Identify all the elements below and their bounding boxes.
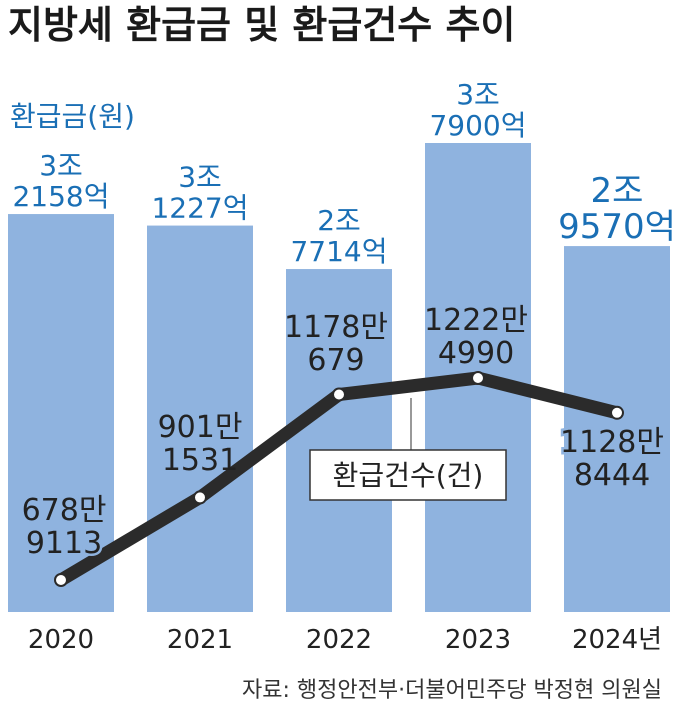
bar-value-label: 7900억 — [429, 109, 526, 142]
line-point-2024년 — [610, 405, 624, 420]
line-value-label: 1178만 — [284, 310, 388, 345]
x-tick-label: 2020 — [28, 625, 94, 655]
line-point-2023 — [471, 371, 485, 385]
x-tick-label: 2024년 — [572, 625, 662, 655]
bar-2021 — [147, 225, 253, 612]
line-value-label: 1128만 — [560, 425, 664, 460]
line-series-label: 환급건수(건) — [333, 459, 484, 492]
bar-value-label: 3조 — [39, 149, 83, 182]
line-point-2022 — [332, 387, 346, 402]
bar-value-label: 7714억 — [290, 235, 387, 268]
bar-value-label: 3조 — [178, 161, 222, 194]
x-tick-label: 2022 — [306, 625, 372, 655]
bar-value-label: 2조 — [591, 171, 644, 211]
line-point-2021 — [193, 490, 207, 505]
bar-value-label: 2158억 — [12, 180, 109, 213]
line-value-label-halo: 8444 — [574, 458, 650, 493]
line-value-label: 1222만 — [424, 303, 528, 338]
bar-group — [8, 143, 670, 613]
bar-series-label: 환급금(원) — [10, 100, 135, 133]
line-value-label: 8444 — [574, 458, 650, 493]
line-value-label-halo: 1128만 — [560, 425, 664, 460]
source-note: 자료: 행정안전부·더불어민주당 박정현 의원실 — [242, 678, 662, 703]
line-value-label: 4990 — [438, 336, 514, 371]
chart-title: 지방세 환급금 및 환급건수 추이 — [8, 3, 515, 47]
line-value-label-halo: 678만 — [22, 493, 107, 528]
line-value-label: 1531 — [162, 443, 238, 478]
line-value-label-halo: 9113 — [26, 526, 102, 561]
line-point-2020 — [54, 573, 68, 587]
line-value-label: 901만 — [158, 410, 243, 445]
bar-2022 — [286, 269, 392, 612]
x-tick-label: 2023 — [445, 625, 511, 655]
bar-value-label: 2조 — [317, 204, 361, 237]
line-value-label: 9113 — [26, 526, 102, 561]
bar-value-label: 1227억 — [151, 192, 248, 225]
bar-2024년 — [564, 246, 670, 613]
line-group — [54, 371, 624, 587]
bar-value-label: 9570억 — [558, 207, 676, 247]
line-legend: 환급건수(건) — [309, 398, 507, 501]
bar-value-label: 3조 — [456, 78, 500, 111]
line-value-label: 678만 — [22, 493, 107, 528]
line-value-label: 679 — [307, 343, 364, 378]
x-tick-label: 2021 — [167, 625, 233, 655]
legend-box — [309, 449, 507, 501]
bar-2020 — [8, 214, 114, 612]
